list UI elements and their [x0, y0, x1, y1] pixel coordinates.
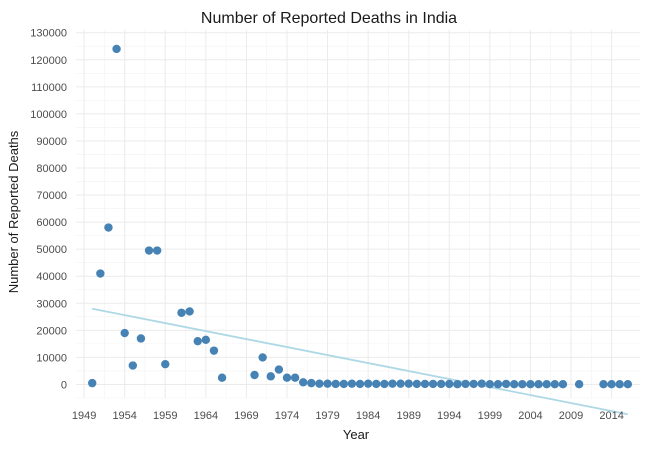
y-tick-label: 110000	[31, 82, 67, 94]
data-point	[144, 246, 154, 255]
data-point	[128, 361, 138, 370]
y-tick-label: 100000	[30, 109, 67, 121]
y-tick-label: 20000	[36, 325, 67, 337]
x-tick-label: 1969	[234, 410, 258, 422]
x-tick-label: 2009	[559, 410, 583, 422]
y-tick-label: 0	[61, 379, 67, 391]
data-point	[623, 380, 633, 389]
data-point	[461, 379, 470, 389]
data-point	[501, 379, 511, 389]
x-tick-label: 1984	[356, 410, 380, 422]
data-point	[469, 379, 478, 389]
data-point	[347, 379, 357, 388]
data-point	[299, 378, 308, 387]
trend-line-layer	[92, 307, 629, 416]
data-point	[217, 373, 227, 382]
data-point	[112, 44, 121, 54]
data-point	[193, 336, 202, 346]
y-tick-label: 30000	[36, 298, 67, 310]
y-tick-label: 60000	[36, 217, 67, 229]
data-point	[209, 346, 219, 355]
chart-title: Number of Reported Deaths in India	[201, 10, 457, 27]
data-point	[355, 379, 365, 389]
data-point	[477, 379, 486, 388]
x-axis-title: Year	[343, 427, 370, 442]
data-point	[542, 380, 551, 389]
y-tick-label: 10000	[36, 352, 67, 364]
y-tick-label: 70000	[36, 190, 67, 202]
data-point	[615, 380, 624, 389]
y-axis-ticks: 0 10000 20000 30000 40000 50000 60000 70000 8000…	[30, 28, 67, 392]
x-tick-label: 1989	[396, 410, 420, 422]
data-point	[412, 379, 422, 389]
data-point	[104, 223, 113, 232]
y-tick-label: 50000	[36, 244, 67, 256]
data-point	[518, 380, 527, 389]
data-point	[607, 380, 616, 389]
data-point	[396, 379, 405, 388]
y-axis-title: Number of Reported Deaths	[6, 130, 21, 293]
data-point	[290, 373, 300, 382]
x-tick-label: 2004	[518, 410, 542, 422]
data-point	[436, 379, 446, 389]
y-tick-label: 120000	[30, 55, 67, 67]
data-point	[453, 380, 462, 389]
data-point	[404, 379, 413, 388]
y-tick-label: 40000	[36, 271, 67, 283]
data-point	[599, 380, 608, 389]
data-point	[380, 379, 389, 389]
grid	[76, 30, 640, 399]
x-tick-label: 1979	[315, 410, 339, 422]
data-point	[136, 334, 146, 343]
data-point	[177, 308, 186, 317]
data-point	[428, 379, 438, 389]
data-point	[445, 379, 454, 389]
data-point	[120, 328, 129, 338]
data-point	[96, 269, 105, 278]
y-tick-label: 80000	[36, 163, 67, 175]
data-point	[266, 372, 275, 381]
data-point	[88, 378, 97, 388]
data-point	[363, 379, 373, 388]
data-point	[258, 353, 267, 362]
data-point	[161, 359, 170, 369]
y-tick-label: 90000	[36, 136, 67, 148]
x-tick-label: 1974	[275, 410, 299, 422]
x-tick-label: 1999	[478, 410, 502, 422]
data-point	[307, 378, 316, 388]
x-tick-label: 1949	[72, 410, 96, 422]
data-point	[274, 365, 284, 374]
data-points	[88, 44, 633, 389]
data-point	[534, 380, 543, 389]
data-point	[331, 379, 340, 389]
data-point	[152, 246, 162, 255]
data-point	[526, 380, 535, 389]
data-point	[185, 307, 194, 316]
data-point	[372, 379, 381, 389]
data-point	[558, 380, 568, 389]
data-point	[510, 380, 519, 389]
data-point	[323, 379, 332, 388]
data-point	[485, 380, 495, 389]
data-point	[339, 379, 348, 389]
data-point	[574, 380, 584, 389]
x-tick-label: 1964	[194, 410, 218, 422]
data-point	[420, 379, 430, 389]
x-tick-label: 1954	[112, 410, 136, 422]
data-point	[201, 335, 211, 345]
x-axis-ticks: 1949 1954 1959 1964 1969 1974 1979 1984 1989 1994…	[72, 410, 624, 422]
data-point	[282, 373, 292, 382]
data-point	[550, 380, 559, 389]
data-point	[388, 379, 397, 388]
data-point	[493, 380, 503, 389]
data-point	[315, 379, 324, 388]
x-tick-label: 1959	[153, 410, 177, 422]
y-tick-label: 130000	[30, 28, 67, 40]
x-tick-label: 2014	[599, 410, 623, 422]
trend-line	[92, 307, 629, 416]
data-point	[250, 370, 259, 380]
x-tick-label: 1994	[437, 410, 461, 422]
